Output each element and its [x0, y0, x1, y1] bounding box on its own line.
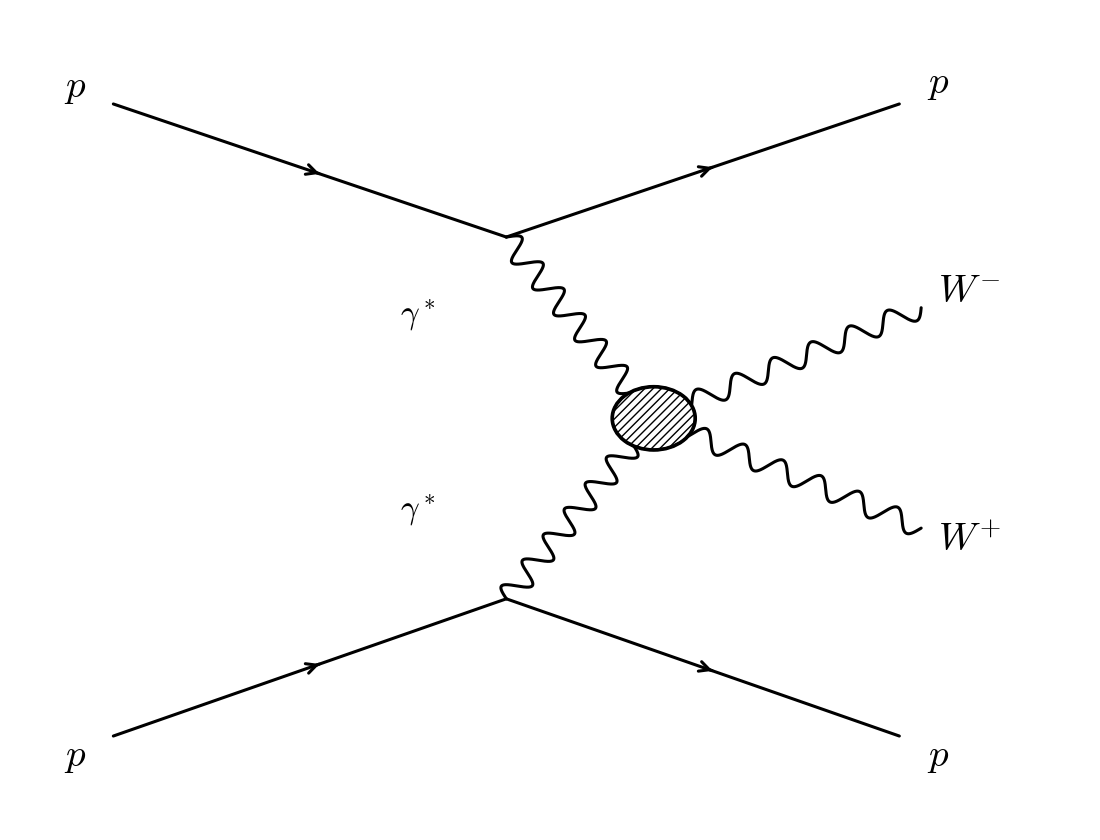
Text: $p$: $p$ [64, 69, 86, 106]
Text: $p$: $p$ [926, 738, 949, 775]
Circle shape [613, 386, 695, 450]
Text: $p$: $p$ [64, 738, 86, 775]
Text: $W^{+}$: $W^{+}$ [937, 522, 1000, 559]
Text: $p$: $p$ [926, 65, 949, 102]
Text: $\gamma^*$: $\gamma^*$ [400, 494, 436, 529]
Text: $\gamma^*$: $\gamma^*$ [400, 298, 436, 333]
Text: $W^{-}$: $W^{-}$ [937, 273, 1000, 310]
